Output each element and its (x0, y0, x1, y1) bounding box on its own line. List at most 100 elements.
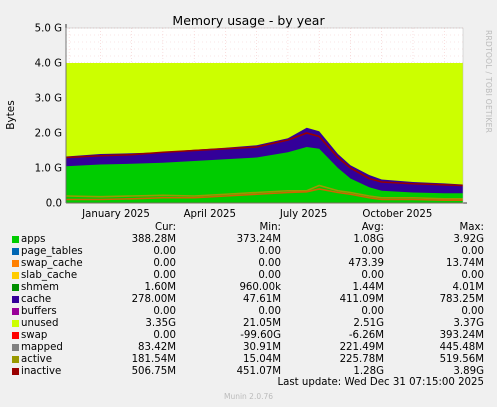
legend-series-name: slab_cache (21, 270, 78, 281)
y-axis-label: Bytes (5, 100, 17, 129)
legend-header: Cur: Min: Avg: Max: (0, 222, 497, 234)
legend-value: 0.00 (461, 246, 484, 257)
legend-value: 0.00 (258, 258, 281, 269)
legend-value: 2.51G (353, 318, 384, 329)
y-tick-label: 1.0 G (35, 164, 62, 175)
series-inactive-line (65, 132, 464, 187)
legend-row-swap: swap 0.00 -99.60G -6.26M 393.24M (0, 330, 497, 342)
legend-col-max: Max: (459, 222, 485, 233)
memory-chart: 0.0 1.0 G 2.0 G 3.0 G 4.0 G 5.0 G January 2025… (5, 24, 467, 220)
legend-value: 393.24M (439, 330, 484, 341)
legend-value: 1.44M (352, 282, 384, 293)
legend-value: 445.48M (439, 342, 484, 353)
legend-series-name: swap (21, 330, 48, 341)
legend-value: 3.37G (453, 318, 484, 329)
y-tick-label: 0.0 (46, 199, 62, 210)
legend-series-name: buffers (21, 306, 57, 317)
legend-row-active: active 181.54M 15.04M 225.78M 519.56M (0, 354, 497, 366)
legend-swatch (12, 236, 19, 243)
legend-value: 4.01M (452, 282, 484, 293)
legend-series-name: shmem (21, 282, 59, 293)
legend-value: 181.54M (131, 354, 176, 365)
legend-value: 15.04M (243, 354, 281, 365)
legend-value: 0.00 (461, 306, 484, 317)
legend-value: 0.00 (361, 246, 384, 257)
legend-series-name: apps (21, 234, 46, 245)
legend-row-cache: cache 278.00M 47.61M 411.09M 783.25M (0, 294, 497, 306)
y-tick-label: 5.0 G (35, 24, 62, 35)
legend-value: 0.00 (361, 306, 384, 317)
legend-swatch (12, 260, 19, 267)
legend-value: 506.75M (131, 366, 176, 377)
legend-col-avg: Avg: (361, 222, 384, 233)
legend-row-unused: unused 3.35G 21.05M 2.51G 3.37G (0, 318, 497, 330)
x-tick-label: July 2025 (279, 209, 328, 220)
rrdtool-side-label: RRDTOOL / TOBI OETIKER (484, 30, 493, 134)
legend-value: 221.49M (339, 342, 384, 353)
legend-value: 1.08G (353, 234, 384, 245)
legend-value: 0.00 (153, 270, 176, 281)
series-areas (65, 63, 464, 204)
legend-series-name: page_tables (21, 246, 83, 257)
series-active-line (65, 184, 463, 200)
legend-swatch (12, 344, 19, 351)
legend-row-apps: apps 388.28M 373.24M 1.08G 3.92G (0, 234, 497, 246)
legend-value: 225.78M (339, 354, 384, 365)
legend-col-min: Min: (259, 222, 281, 233)
legend-value: 411.09M (339, 294, 384, 305)
legend-row-slab-cache: slab_cache 0.00 0.00 0.00 0.00 (0, 270, 497, 282)
legend-series-name: mapped (21, 342, 63, 353)
legend-value: 0.00 (258, 246, 281, 257)
legend-value: 21.05M (243, 318, 281, 329)
y-tick-label: 4.0 G (35, 59, 62, 70)
legend-value: 30.91M (243, 342, 281, 353)
legend-col-cur: Cur: (154, 222, 176, 233)
legend-value: 783.25M (439, 294, 484, 305)
legend-swatch (12, 332, 19, 339)
y-tick-label: 2.0 G (35, 129, 62, 140)
legend-row-page-tables: page_tables 0.00 0.00 0.00 0.00 (0, 246, 497, 258)
legend-swatch (12, 368, 19, 375)
legend-row-mapped: mapped 83.42M 30.91M 221.49M 445.48M (0, 342, 497, 354)
legend-value: 0.00 (258, 306, 281, 317)
legend-value: 278.00M (131, 294, 176, 305)
legend-swatch (12, 296, 19, 303)
legend-series-name: swap_cache (21, 258, 83, 269)
legend-value: 0.00 (153, 306, 176, 317)
legend-row-swap-cache: swap_cache 0.00 0.00 473.39 13.74M (0, 258, 497, 270)
legend-value: 0.00 (153, 330, 176, 341)
legend-row-inactive: inactive 506.75M 451.07M 1.28G 3.89G (0, 366, 497, 378)
legend-value: 373.24M (236, 234, 281, 245)
legend-series-name: active (21, 354, 52, 365)
plot-frame (65, 27, 464, 204)
legend-swatch (12, 308, 19, 315)
legend-value: 0.00 (153, 258, 176, 269)
legend-value: -99.60G (240, 330, 281, 341)
last-update: Last update: Wed Dec 31 07:15:00 2025 (277, 377, 484, 388)
legend-value: 0.00 (361, 270, 384, 281)
legend-value: 451.07M (236, 366, 281, 377)
x-tick-label: January 2025 (81, 209, 150, 220)
chart-title: Memory usage - by year (172, 13, 325, 28)
legend-series-name: unused (21, 318, 59, 329)
series-apps (66, 147, 463, 203)
legend-value: 13.74M (446, 258, 484, 269)
legend-value: 1.28G (353, 366, 384, 377)
legend-value: 519.56M (439, 354, 484, 365)
legend-series-name: cache (21, 294, 52, 305)
legend-value: 473.39 (348, 258, 384, 269)
legend-swatch (12, 320, 19, 327)
legend-value: 1.60M (144, 282, 176, 293)
legend-value: 0.00 (153, 246, 176, 257)
legend-swatch (12, 284, 19, 291)
x-tick-label: April 2025 (184, 209, 236, 220)
legend-value: -6.26M (348, 330, 384, 341)
y-tick-label: 3.0 G (35, 94, 62, 105)
legend-series-name: inactive (21, 366, 62, 377)
legend-row-shmem: shmem 1.60M 960.00k 1.44M 4.01M (0, 282, 497, 294)
legend-row-buffers: buffers 0.00 0.00 0.00 0.00 (0, 306, 497, 318)
legend-value: 47.61M (243, 294, 281, 305)
legend-swatch (12, 356, 19, 363)
legend-value: 0.00 (258, 270, 281, 281)
legend-value: 3.92G (453, 234, 484, 245)
